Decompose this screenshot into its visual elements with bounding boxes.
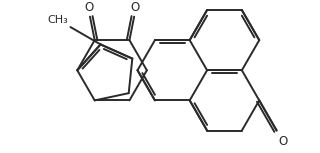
Text: O: O xyxy=(131,1,140,14)
Text: O: O xyxy=(278,135,288,148)
Text: CH₃: CH₃ xyxy=(48,15,68,25)
Text: O: O xyxy=(84,1,94,14)
